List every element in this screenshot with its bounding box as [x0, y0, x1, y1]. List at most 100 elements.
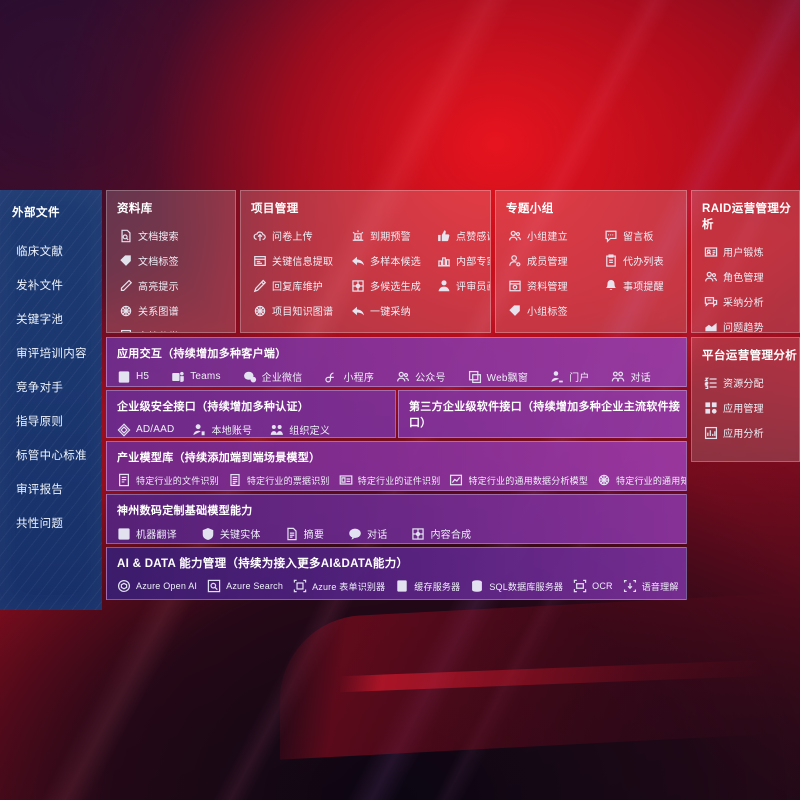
sidebar: 外部文件 临床文献 发补文件 关键字池 审评培训内容 竞争对手 指导原则 标管中…: [0, 190, 102, 610]
speech-understanding-icon: [623, 579, 637, 593]
client-item-h5[interactable]: H5: [117, 366, 149, 386]
auth-item-ad-aad[interactable]: AD/AAD: [117, 419, 174, 437]
ai-item-cache-server[interactable]: 缓存服务器: [395, 576, 460, 596]
knowledge-graph-icon: [253, 304, 267, 318]
menu-item-adoption-analysis[interactable]: 采纳分析: [702, 289, 793, 314]
sidebar-item-review-training[interactable]: 审评培训内容: [16, 348, 87, 360]
sidebar-item-competitors[interactable]: 竞争对手: [16, 382, 64, 394]
highlight-pen-icon: [119, 279, 133, 293]
menu-item-label: 一键采纳: [370, 307, 411, 318]
menu-item-internal-expert-ranking[interactable]: 内部专家排名: [435, 248, 490, 273]
menu-item-event-reminder[interactable]: 事项提醒: [602, 273, 680, 298]
menu-item-group-create[interactable]: 小组建立: [506, 223, 602, 248]
miniprogram-icon: [324, 370, 338, 384]
client-label: 公众号: [415, 373, 446, 384]
menu-item-key-info-extraction[interactable]: 关键信息提取: [251, 248, 349, 273]
auth-item-organization-definition[interactable]: 组织定义: [270, 419, 330, 437]
auth-item-local-account[interactable]: 本地账号: [192, 419, 252, 437]
sidebar-item-keyword-pool[interactable]: 关键字池: [16, 314, 64, 326]
client-label: Web飘窗: [486, 373, 529, 384]
sidebar-item-standards-center[interactable]: 标管中心标准: [16, 450, 87, 462]
client-item-official-account[interactable]: 公众号: [396, 366, 446, 386]
dialog-people-icon: [611, 370, 625, 384]
client-item-wecom[interactable]: 企业微信: [243, 366, 303, 386]
menu-item-document-category[interactable]: 文档分类: [117, 323, 229, 332]
client-item-portal[interactable]: 门户: [550, 366, 589, 386]
menu-item-todo-list[interactable]: 代办列表: [602, 248, 680, 273]
menu-item-one-click-adopt[interactable]: 一键采纳: [349, 298, 435, 323]
ai-label: Azure 表单识别器: [312, 581, 386, 592]
ai-label: Azure Open AI: [136, 581, 198, 591]
menu-item-label: 代办列表: [623, 257, 664, 268]
tag-icon: [119, 254, 133, 268]
capability-item-content-compose[interactable]: 内容合成: [411, 523, 471, 543]
menu-item-application-management[interactable]: 应用管理: [702, 395, 793, 420]
menu-item-document-tag[interactable]: 文档标签: [117, 248, 229, 273]
client-item-miniprogram[interactable]: 小程序: [324, 366, 374, 386]
sidebar-item-common-issues[interactable]: 共性问题: [16, 518, 64, 530]
tag-icon: [508, 304, 522, 318]
ai-item-sql-database-server[interactable]: SQL数据库服务器: [470, 576, 563, 596]
panel-group-title: 专题小组: [506, 203, 554, 215]
model-label: 特定行业的证件识别: [357, 475, 441, 486]
menu-item-group-tag[interactable]: 小组标签: [506, 298, 602, 323]
model-label: 特定行业的通用知识图谱模型: [616, 475, 686, 486]
menu-item-document-search[interactable]: 文档搜索: [117, 223, 229, 248]
menu-item-label: 回复库维护: [272, 282, 323, 293]
model-item-file-recognition[interactable]: 特定行业的文件识别: [117, 470, 219, 490]
panel-project-items: 问卷上传 到期预警 点赞感谢 关键信息提取 多样本候选 内部专家排名: [241, 223, 490, 329]
sidebar-item-clinical-literature[interactable]: 临床文献: [16, 246, 64, 258]
client-item-dialog[interactable]: 对话: [611, 366, 651, 386]
menu-item-project-knowledge-graph[interactable]: 项目知识图谱: [251, 298, 349, 323]
menu-item-questionnaire-upload[interactable]: 问卷上传: [251, 223, 349, 248]
client-item-web-float-window[interactable]: Web飘窗: [468, 366, 529, 386]
ai-item-form-recognizer[interactable]: Azure 表单识别器: [293, 576, 385, 596]
model-item-invoice-recognition[interactable]: 特定行业的票据识别: [228, 470, 330, 490]
document-list-icon: [119, 329, 133, 332]
background-lower-shape: [280, 590, 800, 760]
menu-item-resource-allocation[interactable]: 资源分配: [702, 370, 793, 395]
capability-item-summary[interactable]: 摘要: [285, 523, 324, 543]
menu-item-expiry-alert[interactable]: 到期预警: [349, 223, 435, 248]
ai-item-azure-search[interactable]: Azure Search: [207, 576, 283, 596]
menu-item-label: 关系图谱: [138, 307, 179, 318]
panel-library-items: 文档搜索 文档标签 高亮提示 关系图谱 文档分类: [107, 223, 235, 332]
model-item-id-recognition[interactable]: 特定行业的证件识别: [339, 470, 441, 490]
panel-raid-title: RAID运营管理分析: [702, 203, 792, 231]
menu-item-issue-trend[interactable]: 问题趋势: [702, 314, 793, 332]
menu-item-application-analysis[interactable]: 应用分析: [702, 420, 793, 445]
panel-library: 资料库 文档搜索 文档标签 高亮提示 关系图谱 文档分类: [106, 190, 236, 333]
bar-security-items: AD/AAD 本地账号 组织定义: [107, 419, 395, 437]
menu-item-relation-graph[interactable]: 关系图谱: [117, 298, 229, 323]
knowledge-graph-icon: [119, 304, 133, 318]
capability-item-machine-translation[interactable]: 机器翻译: [117, 523, 177, 543]
api-item-auto-designer[interactable]: API自动化设计器: [409, 435, 506, 437]
capability-item-key-entity[interactable]: 关键实体: [201, 523, 261, 543]
menu-item-reply-library-maintain[interactable]: 回复库维护: [251, 273, 349, 298]
menu-item-label: 事项提醒: [623, 282, 664, 293]
menu-item-material-management[interactable]: 资料管理: [506, 273, 602, 298]
menu-item-label: 关键信息提取: [272, 257, 334, 268]
menu-item-message-board[interactable]: 留言板: [602, 223, 680, 248]
sidebar-item-review-report[interactable]: 审评报告: [16, 484, 64, 496]
ai-item-speech-understanding[interactable]: 语音理解: [623, 576, 679, 596]
ai-item-ocr[interactable]: OCR: [573, 576, 613, 596]
menu-item-member-management[interactable]: 成员管理: [506, 248, 602, 273]
model-item-knowledge-graph[interactable]: 特定行业的通用知识图谱模型: [597, 470, 686, 490]
sidebar-item-guidelines[interactable]: 指导原则: [16, 416, 64, 428]
model-item-data-analysis[interactable]: 特定行业的通用数据分析模型: [449, 470, 588, 490]
menu-item-label: 文档标签: [138, 257, 179, 268]
menu-item-multi-sample-candidate[interactable]: 多样本候选: [349, 248, 435, 273]
menu-item-label: 资源分配: [723, 379, 764, 390]
menu-item-user-training[interactable]: 用户锻炼: [702, 239, 793, 264]
sidebar-item-supplement-files[interactable]: 发补文件: [16, 280, 64, 292]
menu-item-like-thanks[interactable]: 点赞感谢: [435, 223, 490, 248]
menu-item-role-management[interactable]: 角色管理: [702, 264, 793, 289]
client-item-teams[interactable]: Teams: [171, 366, 220, 386]
menu-item-reviewer-profile[interactable]: 评审员画像: [435, 273, 490, 298]
entity-a-icon: [201, 527, 215, 541]
menu-item-highlight-hint[interactable]: 高亮提示: [117, 273, 229, 298]
menu-item-multi-candidate-generate[interactable]: 多候选生成: [349, 273, 435, 298]
ai-item-azure-open-ai[interactable]: Azure Open AI: [117, 576, 197, 596]
capability-item-dialog[interactable]: 对话: [348, 523, 387, 543]
